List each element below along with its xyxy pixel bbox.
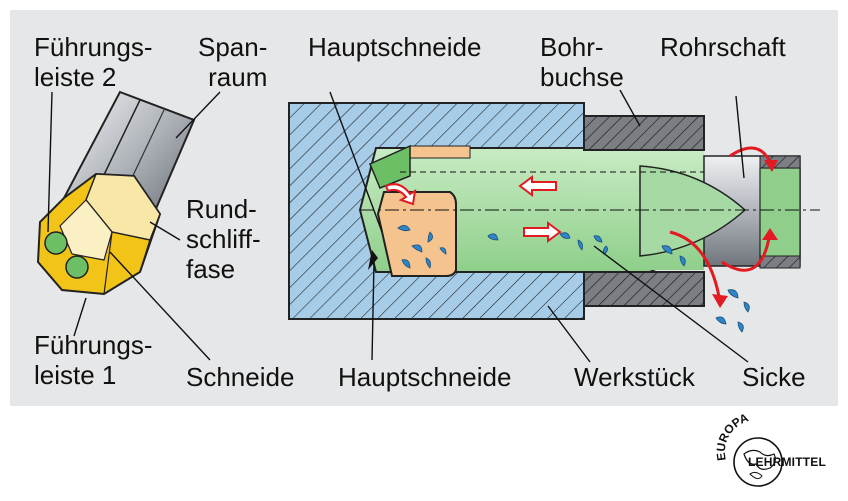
label-hauptschneide-top: Hauptschneide <box>308 32 482 62</box>
drill-head-perspective <box>36 90 196 296</box>
label-rundschliffase: Rund- schliff- fase <box>186 194 261 284</box>
label-fuehrungsleiste-2: Führungs- leiste 2 <box>34 32 153 92</box>
label-sicke: Sicke <box>742 362 806 392</box>
label-werkstueck: Werkstück <box>574 362 695 392</box>
logo-globe-icon: EUROPA <box>714 414 783 487</box>
label-bohrbuchse: Bohr- buchse <box>540 32 624 92</box>
leader-lines-right <box>329 89 749 363</box>
logo-name: LEHRMITTEL <box>748 455 826 469</box>
label-hauptschneide-bottom: Hauptschneide <box>338 362 512 392</box>
leader-lines-left <box>47 91 221 361</box>
label-rohrschaft: Rohrschaft <box>660 32 786 62</box>
label-fuehrungsleiste-1: Führungs- leiste 1 <box>34 330 153 390</box>
label-spanraum: Span- raum <box>198 32 268 92</box>
label-schneide: Schneide <box>186 362 295 392</box>
europa-lehrmittel-logo: EUROPA LEHRMITTEL <box>712 414 826 494</box>
section-view <box>288 102 820 333</box>
